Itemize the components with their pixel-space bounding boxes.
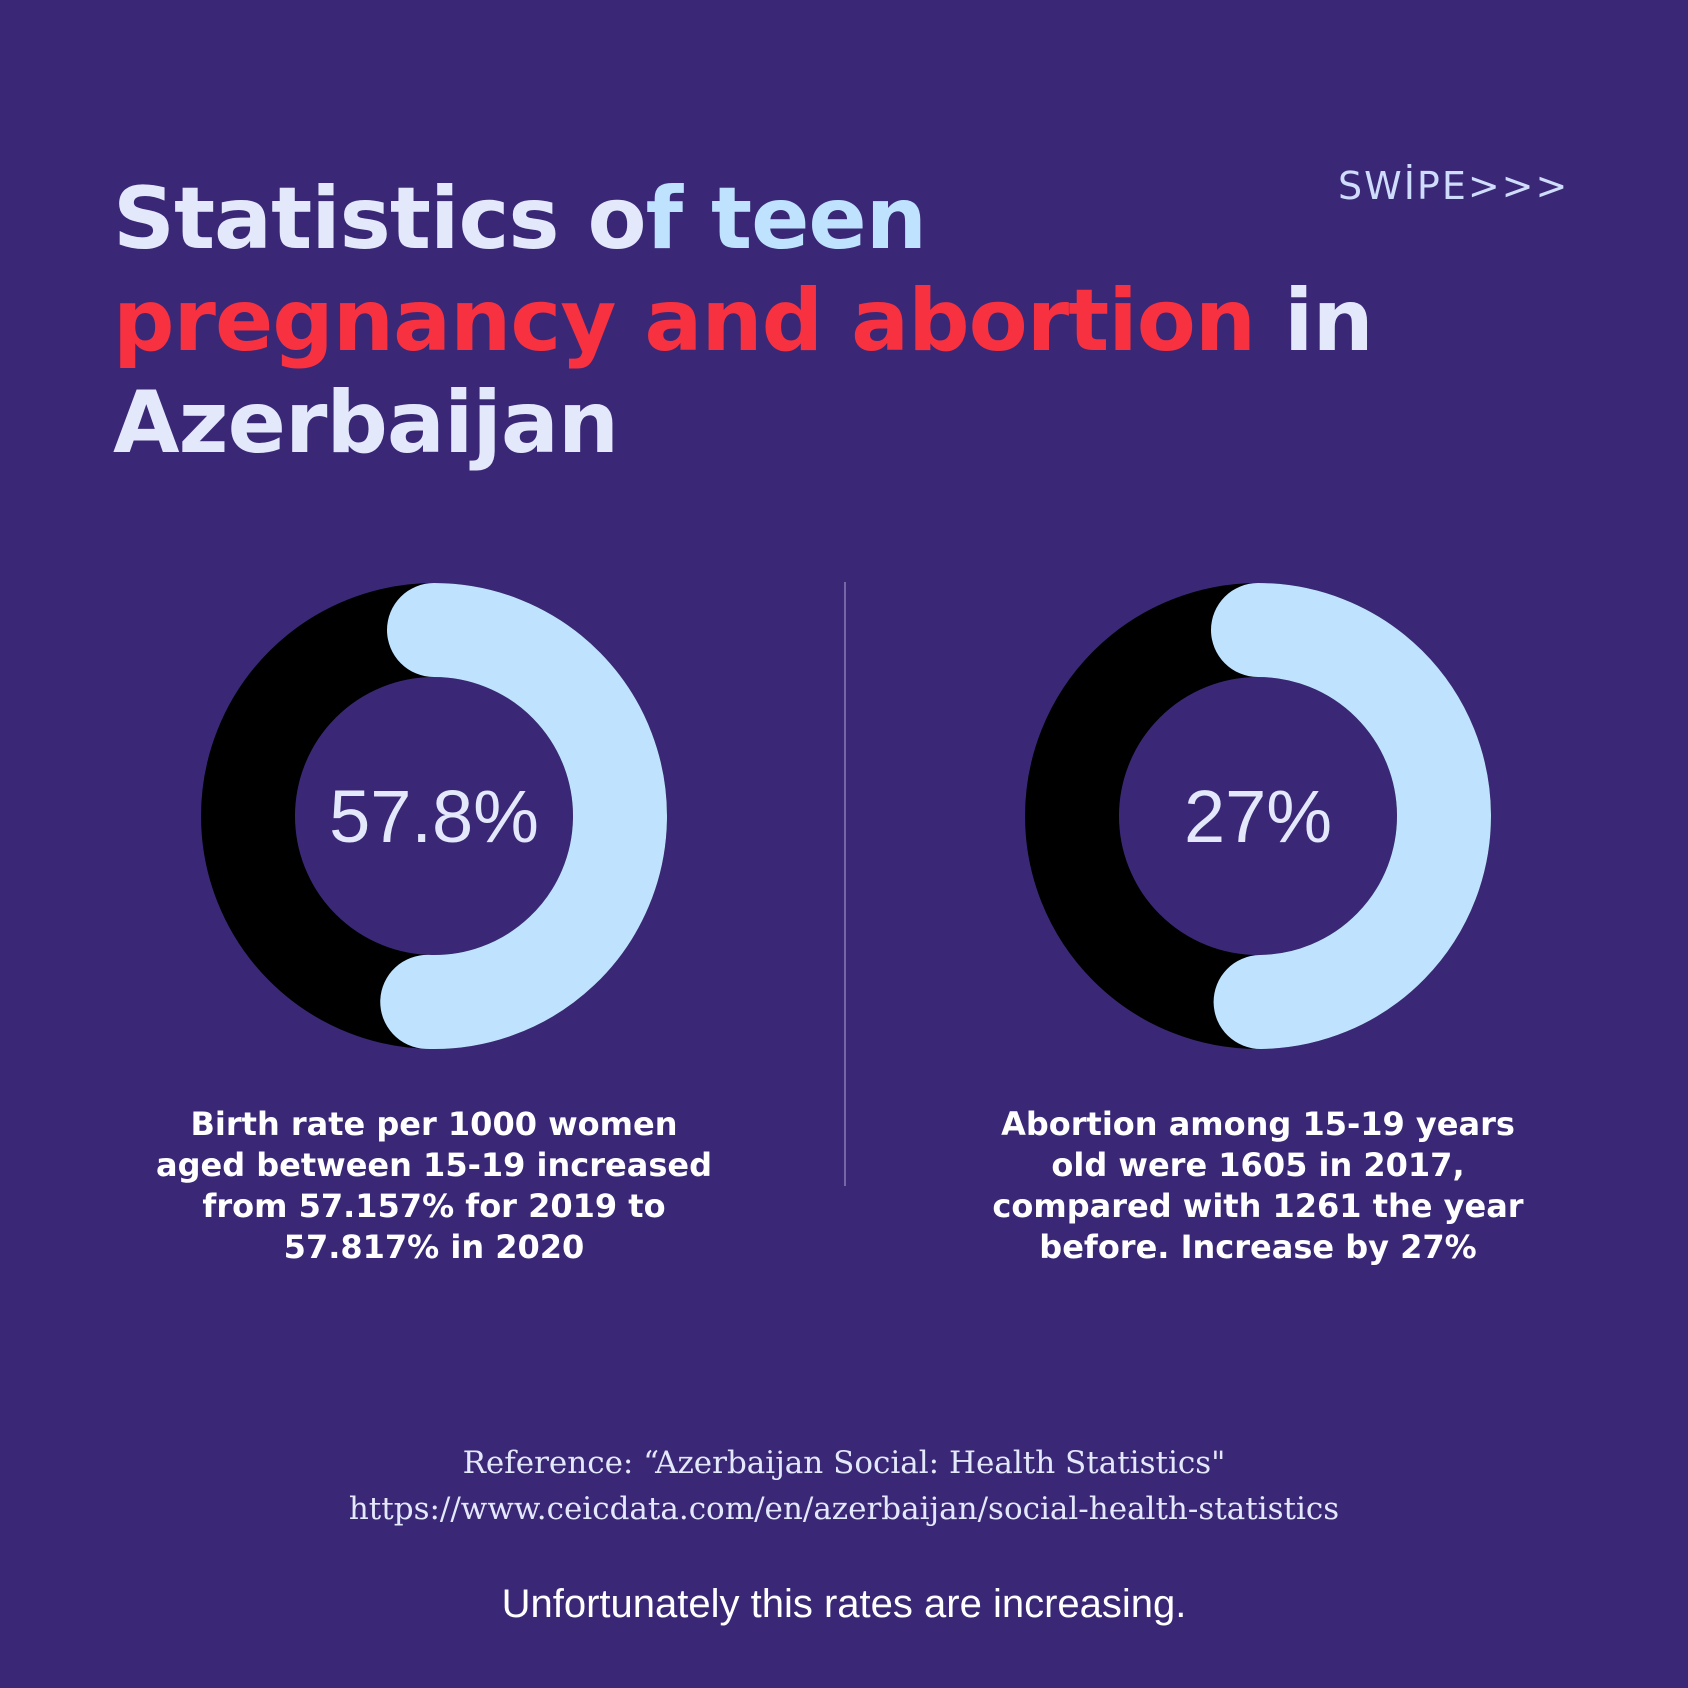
swipe-hint: SWİPE>>>: [1338, 164, 1570, 208]
donut-chart-abortion-svg: 27%: [1025, 583, 1491, 1049]
title-segment-country: Azerbaijan: [113, 373, 619, 473]
title-segment-teen: f teen: [645, 169, 927, 269]
donut-chart-abortion: 27%: [1024, 582, 1492, 1050]
reference-block: Reference: “Azerbaijan Social: Health St…: [0, 1440, 1688, 1532]
abortion-description: Abortion among 15-19 years old were 1605…: [992, 1105, 1524, 1266]
page-title: Statistics of teen pregnancy and abortion…: [113, 168, 1413, 474]
column-divider: [844, 582, 846, 1186]
footer-note: Unfortunately this rates are increasing.: [501, 1582, 1187, 1626]
donut-center-value: 27%: [1184, 775, 1332, 858]
donut-center-value: 57.8%: [329, 775, 539, 858]
donut-fill-arc: [380, 583, 667, 1049]
donut-chart-birth-rate-svg: 57.8%: [201, 583, 667, 1049]
donut-chart-birth-rate: 57.8%: [200, 582, 668, 1050]
title-segment-in: in: [1255, 271, 1374, 371]
title-segment-highlight: pregnancy and abortion: [113, 271, 1256, 371]
donut-fill-arc: [1211, 583, 1491, 1049]
title-segment-statistics: Statistics o: [113, 169, 647, 269]
reference-title: Reference: “Azerbaijan Social: Health St…: [462, 1445, 1226, 1481]
reference-url: https://www.ceicdata.com/en/azerbaijan/s…: [348, 1491, 1340, 1527]
birth-rate-description: Birth rate per 1000 women aged between 1…: [156, 1105, 712, 1266]
